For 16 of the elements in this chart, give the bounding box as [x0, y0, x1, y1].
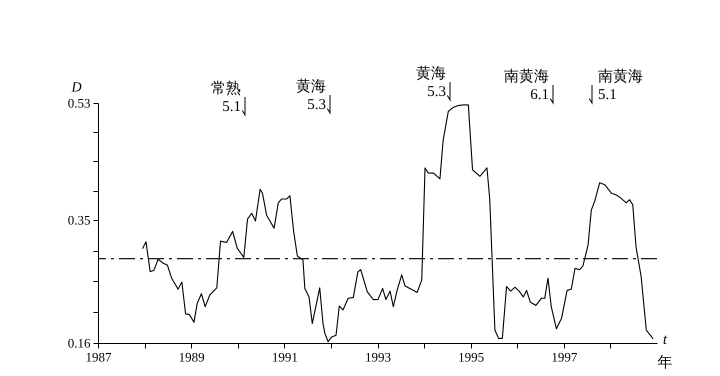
- text: 南黄海 6.1: [504, 68, 549, 103]
- annotation: 黄海 5.3: [296, 78, 326, 113]
- y-tick-label: 0.53: [68, 96, 90, 110]
- text: 黄海 5.3: [416, 65, 446, 100]
- x-axis-title: t 年: [658, 332, 672, 371]
- annotation: 常熟 5.1: [211, 80, 241, 115]
- text: 南黄海 5.1: [598, 68, 643, 103]
- x-tick-label: 1989: [178, 350, 205, 364]
- y-tick-label: 0.16: [68, 336, 91, 350]
- x-tick-label: 1987: [86, 350, 112, 364]
- y-axis-title: D: [70, 80, 82, 96]
- y-tick-label: 0.35: [68, 212, 90, 228]
- x-tick-label: 1997: [551, 350, 578, 364]
- x-tick-label: 1995: [458, 350, 484, 364]
- x-tick-label: 1991: [272, 350, 298, 364]
- x-tick-label: 1993: [365, 350, 391, 364]
